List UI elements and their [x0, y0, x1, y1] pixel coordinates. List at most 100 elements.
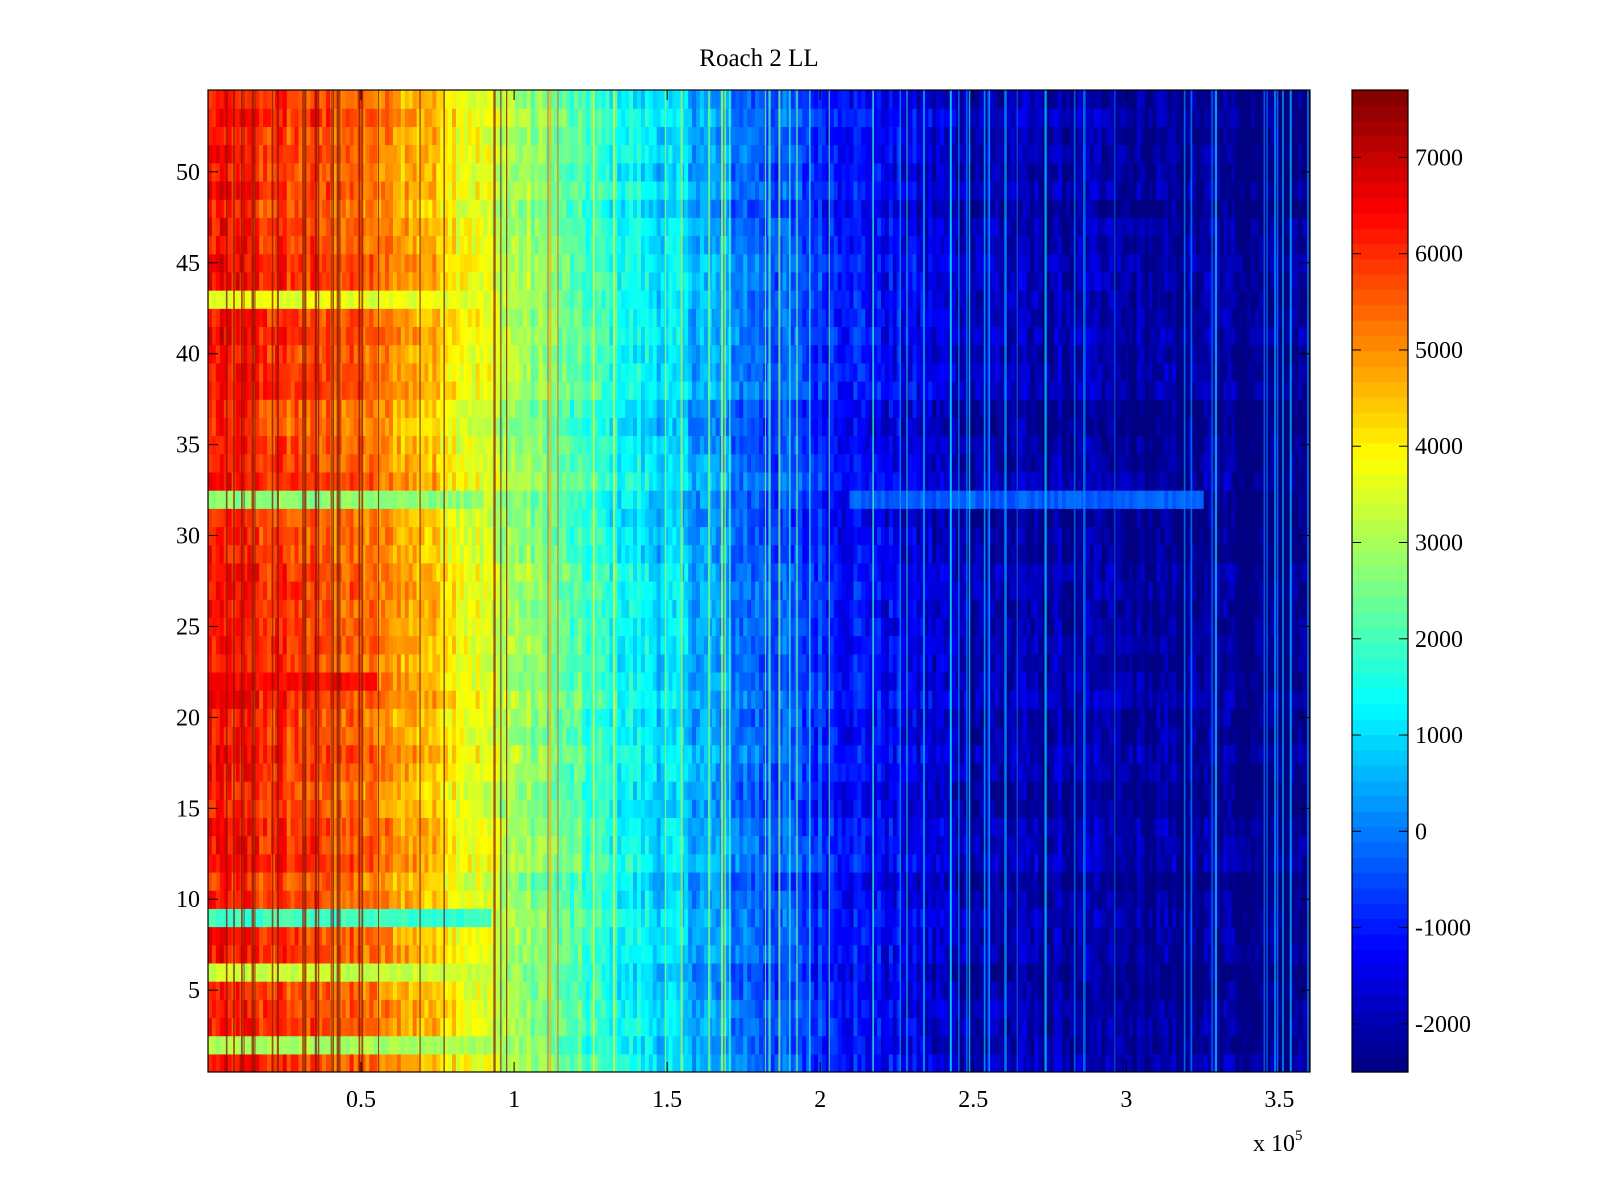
heatmap-cell [298, 762, 304, 782]
heatmap-cell [1046, 962, 1051, 982]
heatmap-cell [1294, 926, 1299, 946]
heatmap-cell [227, 962, 233, 982]
heatmap-cell [455, 890, 461, 909]
heatmap-cell [928, 1017, 933, 1037]
heatmap-cell [566, 944, 571, 964]
heatmap-cell [1180, 853, 1185, 873]
heatmap-cell [467, 890, 473, 909]
heatmap-cell [1128, 853, 1134, 873]
heatmap-cell [912, 744, 918, 764]
heatmap-cell [211, 908, 217, 928]
heatmap-cell [243, 999, 248, 1019]
heatmap-cell [625, 1017, 630, 1037]
heatmap-cell [408, 744, 414, 764]
heatmap-cell [444, 999, 449, 1019]
heatmap-cell [810, 999, 815, 1019]
heatmap-cell [1215, 962, 1221, 982]
heatmap-cell [759, 744, 764, 764]
heatmap-cell [1199, 962, 1205, 982]
heatmap-cell [400, 762, 406, 782]
heatmap-cell [554, 762, 559, 782]
heatmap-cell [900, 744, 906, 764]
heatmap-cell [857, 1017, 862, 1037]
heatmap-cell [1156, 762, 1162, 782]
heatmap-cell [562, 762, 567, 782]
heatmap-cell [1168, 1053, 1173, 1072]
heatmap-cell [1117, 871, 1122, 891]
heatmap-cell [845, 744, 851, 764]
heatmap-cell [936, 762, 941, 782]
heatmap-cell [408, 799, 414, 819]
heatmap-cell [585, 835, 591, 855]
heatmap-cell [1101, 871, 1106, 891]
heatmap-cell [381, 999, 386, 1019]
heatmap-cell [703, 1053, 709, 1072]
heatmap-cell [235, 871, 241, 891]
heatmap-cell [1152, 835, 1158, 855]
heatmap-cell [971, 835, 977, 855]
heatmap-cell [404, 999, 410, 1019]
heatmap-cell [786, 890, 792, 909]
heatmap-cell [656, 890, 662, 909]
heatmap-cell [400, 926, 406, 946]
heatmap-cell [1152, 817, 1158, 837]
heatmap-cell [664, 871, 670, 891]
heatmap-cell [1117, 999, 1122, 1019]
heatmap-cell [267, 744, 272, 764]
heatmap-cell [798, 871, 803, 891]
heatmap-cell [1290, 1017, 1295, 1037]
heatmap-cell [503, 799, 508, 819]
heatmap-cell [459, 944, 465, 964]
heatmap-cell [731, 926, 736, 946]
heatmap-cell [731, 981, 736, 1000]
heatmap-cell [1195, 781, 1201, 800]
heatmap-cell [644, 1053, 650, 1072]
heatmap-cell [802, 962, 807, 982]
heatmap-cell [660, 981, 666, 1000]
heatmap-cell [448, 908, 453, 928]
heatmap-cell [908, 981, 914, 1000]
heatmap-cell [495, 999, 500, 1019]
heatmap-cell [613, 744, 618, 764]
heatmap-cell [1101, 835, 1106, 855]
heatmap-cell [1290, 871, 1295, 891]
heatmap-cell [589, 890, 595, 909]
heatmap-cell [562, 1035, 567, 1055]
heatmap-cell [751, 1017, 756, 1037]
heatmap-cell [1223, 871, 1228, 891]
heatmap-cell [475, 1017, 481, 1037]
heatmap-cell [514, 981, 520, 1000]
heatmap-cell [1077, 981, 1083, 1000]
heatmap-cell [924, 890, 929, 909]
heatmap-cell [259, 781, 264, 800]
heatmap-cell [341, 962, 347, 982]
heatmap-cell [593, 908, 599, 928]
heatmap-cell [1203, 944, 1209, 964]
heatmap-cell [888, 762, 894, 782]
heatmap-cell [235, 1053, 241, 1072]
heatmap-cell [259, 853, 264, 873]
heatmap-cell [857, 835, 862, 855]
heatmap-cell [440, 1035, 445, 1055]
heatmap-cell [322, 926, 327, 946]
heatmap-cell [475, 762, 481, 782]
heatmap-cell [932, 762, 937, 782]
heatmap-cell [676, 799, 681, 819]
heatmap-cell [821, 781, 827, 800]
heatmap-cell [971, 926, 977, 946]
heatmap-cell [1105, 817, 1110, 837]
heatmap-cell [668, 908, 674, 928]
heatmap-cell [865, 1053, 870, 1072]
heatmap-cell [1266, 926, 1272, 946]
heatmap-cell [416, 871, 422, 891]
heatmap-cell [1203, 926, 1209, 946]
heatmap-cell [1085, 744, 1091, 764]
heatmap-cell [648, 853, 654, 873]
heatmap-cell [361, 999, 367, 1019]
heatmap-cell [688, 1053, 693, 1072]
heatmap-cell [377, 962, 382, 982]
heatmap-cell [676, 981, 681, 1000]
heatmap-cell [546, 908, 552, 928]
heatmap-cell [1168, 944, 1173, 964]
heatmap-cell [656, 1017, 662, 1037]
